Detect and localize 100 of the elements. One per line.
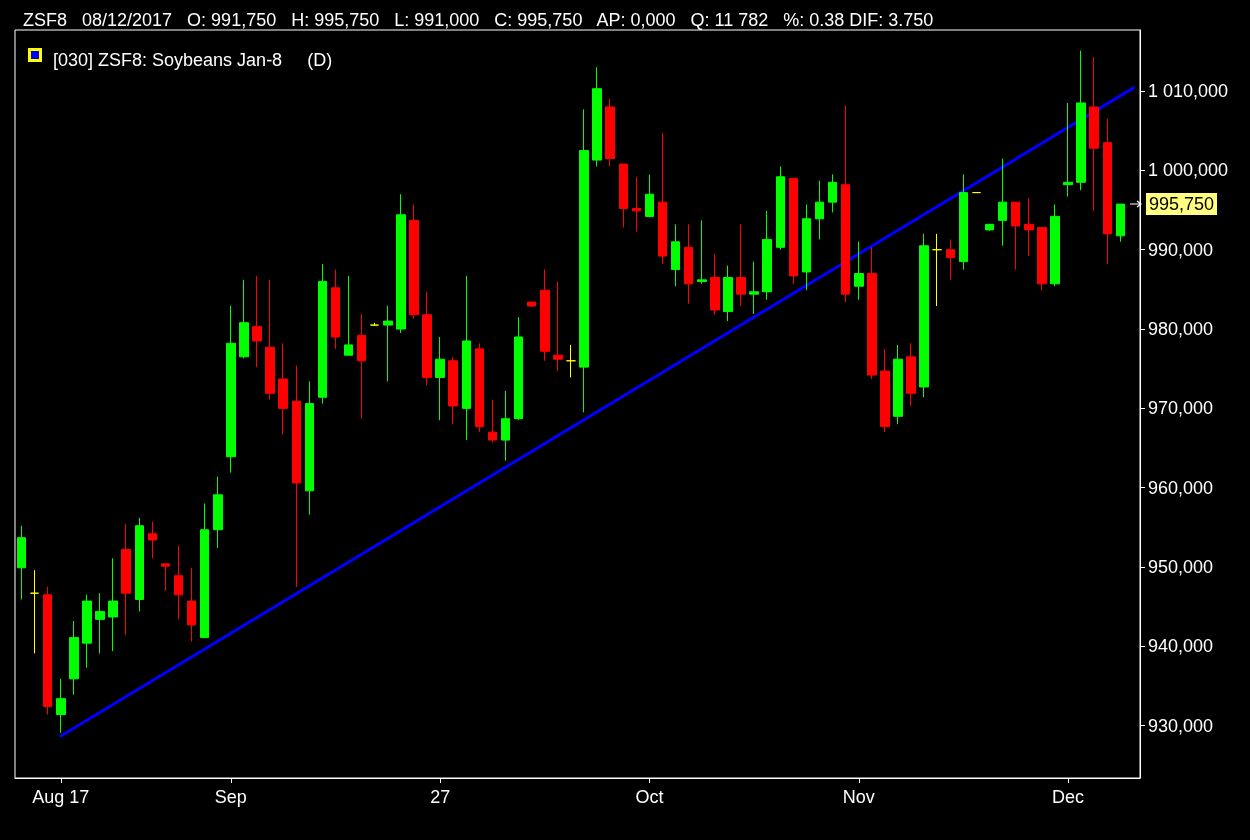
candlestick (318, 263, 327, 405)
x-tick-label: Oct (635, 787, 664, 807)
candlestick (514, 316, 523, 421)
candlestick (632, 176, 641, 232)
candlestick (344, 275, 353, 356)
candlestick (1076, 50, 1086, 191)
x-tick-label: 27 (430, 787, 451, 807)
x-tick-label: Sep (214, 787, 247, 807)
candlestick (187, 567, 196, 643)
candlestick (906, 342, 916, 407)
x-tick-label: Nov (842, 787, 875, 807)
candlestick (1037, 227, 1047, 291)
candlestick (462, 275, 471, 441)
text: [030] ZSF8: Soybeans Jan-8 (D) (53, 50, 333, 70)
candlestick (1103, 118, 1112, 265)
candlestick (108, 557, 118, 652)
candlestick (854, 241, 864, 301)
y-tick-label: 970,000 (1148, 398, 1214, 419)
candlestick (448, 356, 458, 425)
candlestick (174, 545, 183, 620)
candlestick (475, 342, 484, 433)
candlestick (985, 223, 994, 232)
candlestick (1089, 56, 1099, 212)
candlestick (17, 525, 26, 601)
candlestick (383, 305, 393, 382)
candlestick (1063, 102, 1073, 198)
candlestick (305, 380, 314, 516)
candlestick (592, 66, 602, 167)
candlestick (540, 269, 550, 362)
chart-title: ZSF8 08/12/2017 O: 991,750 H: 995,750 L: 991,000 C: 995,750 AP: 0,000 Q: 11 782 %: 0.38 DIF: 3.750 (23, 10, 934, 30)
candlestick (946, 238, 955, 281)
y-tick-label: 930,000 (1148, 715, 1214, 736)
candlestick (501, 390, 510, 462)
candlestick (396, 193, 406, 334)
candlestick (723, 265, 733, 322)
candlestick (527, 301, 536, 308)
candlestick (736, 223, 746, 307)
candlestick (553, 280, 563, 372)
candlestick (30, 569, 39, 654)
candlestick (893, 344, 903, 425)
candlestick (828, 173, 837, 213)
candlestick (841, 104, 850, 303)
candlestick (1011, 201, 1020, 271)
candlestick (762, 210, 772, 301)
y-tick-label: 990,000 (1148, 239, 1214, 260)
candlestick (697, 219, 707, 285)
candlestick (579, 108, 589, 413)
candlestick (1050, 204, 1060, 287)
candlestick (932, 233, 942, 307)
candlestick (161, 563, 170, 592)
text: 995,750 (1146, 193, 1218, 216)
candlestick (658, 132, 667, 265)
y-tick-label: 1 010,000 (1148, 81, 1229, 102)
candlestick (82, 594, 92, 669)
candlestick (278, 342, 288, 436)
candlestick (135, 517, 144, 612)
candlestick (422, 291, 432, 386)
candlestick (605, 98, 615, 167)
candlestick (226, 305, 236, 474)
y-tick-label: 950,000 (1148, 557, 1214, 578)
candlestick (998, 158, 1007, 247)
candlestick (919, 233, 929, 398)
candlestick (43, 586, 52, 716)
candlestick (121, 523, 131, 636)
candlestick (749, 261, 759, 315)
candlestick (265, 279, 275, 401)
candlestick (802, 204, 811, 291)
candlestick (357, 313, 366, 420)
candlestick (880, 348, 890, 433)
candlestick (435, 336, 445, 421)
candlestick (409, 204, 419, 320)
candlestick (95, 592, 105, 654)
y-tick-label: 960,000 (1148, 477, 1214, 498)
candlestick (200, 503, 209, 639)
candlestick (239, 279, 249, 359)
candlestick (1024, 197, 1034, 257)
candlestick (148, 521, 157, 559)
candlestick (213, 476, 223, 549)
candlestick (292, 365, 301, 588)
candlestick (815, 180, 824, 240)
candlestick (619, 163, 628, 229)
candlestick (710, 253, 720, 316)
candlestick (69, 620, 79, 696)
y-tick-label: 1 000,000 (1148, 160, 1229, 181)
x-tick-label: Aug 17 (32, 787, 90, 807)
x-tick-label: Dec (1052, 787, 1085, 807)
candlestick (1116, 203, 1125, 243)
candlestick (789, 177, 798, 285)
candlestick (671, 223, 680, 287)
candlestick (684, 223, 693, 305)
candlestick (331, 269, 340, 350)
candlestick (370, 322, 379, 327)
y-tick-label: 980,000 (1148, 319, 1214, 340)
candlestick (867, 246, 877, 380)
candlestick (252, 275, 262, 368)
candlestick (56, 678, 66, 734)
y-tick-label: 940,000 (1148, 636, 1214, 657)
candlestick (645, 173, 654, 218)
candlestick (566, 344, 576, 378)
candlestick (776, 165, 785, 251)
